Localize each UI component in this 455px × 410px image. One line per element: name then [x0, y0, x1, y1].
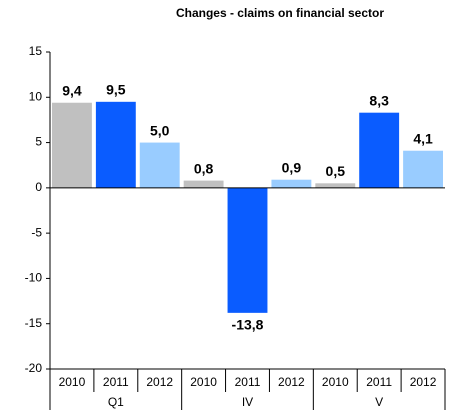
bar: [52, 102, 92, 188]
group-label: V: [375, 395, 383, 409]
bar: [271, 179, 312, 188]
bar: [183, 180, 224, 188]
x-tick-label: 2010: [59, 375, 86, 389]
value-label: 9,5: [106, 82, 126, 98]
y-tick-label: 0: [35, 180, 42, 194]
x-tick-label: 2011: [103, 375, 129, 389]
value-label: -13,8: [232, 317, 264, 333]
bar: [227, 187, 268, 313]
group-label: Q1: [108, 395, 124, 409]
x-tick-label: 2012: [410, 375, 437, 389]
y-tick-label: -20: [25, 361, 43, 375]
y-tick-label: -15: [25, 316, 43, 330]
value-label: 0,5: [326, 163, 346, 179]
bar: [359, 112, 400, 188]
value-label: 8,3: [369, 92, 389, 108]
bar: [403, 150, 443, 188]
bar: [139, 142, 180, 188]
chart-title: Changes - claims on financial sector: [176, 6, 384, 20]
x-tick-label: 2011: [235, 375, 261, 389]
y-tick-label: 10: [29, 89, 43, 103]
value-label: 0,9: [282, 159, 302, 175]
value-label: 9,4: [62, 82, 82, 98]
bar: [95, 101, 136, 188]
value-label: 5,0: [150, 122, 170, 138]
x-tick-label: 2010: [322, 375, 349, 389]
group-label: IV: [242, 395, 253, 409]
y-tick-label: -5: [31, 225, 42, 239]
y-tick-label: 15: [29, 44, 43, 58]
x-tick-label: 2012: [278, 375, 305, 389]
value-label: 0,8: [194, 160, 214, 176]
x-tick-label: 2012: [146, 375, 173, 389]
value-label: 4,1: [413, 130, 433, 146]
x-tick-label: 2011: [366, 375, 392, 389]
y-tick-label: 5: [35, 135, 42, 149]
y-tick-label: -10: [25, 271, 43, 285]
bar: [315, 183, 356, 188]
x-tick-label: 2010: [190, 375, 217, 389]
